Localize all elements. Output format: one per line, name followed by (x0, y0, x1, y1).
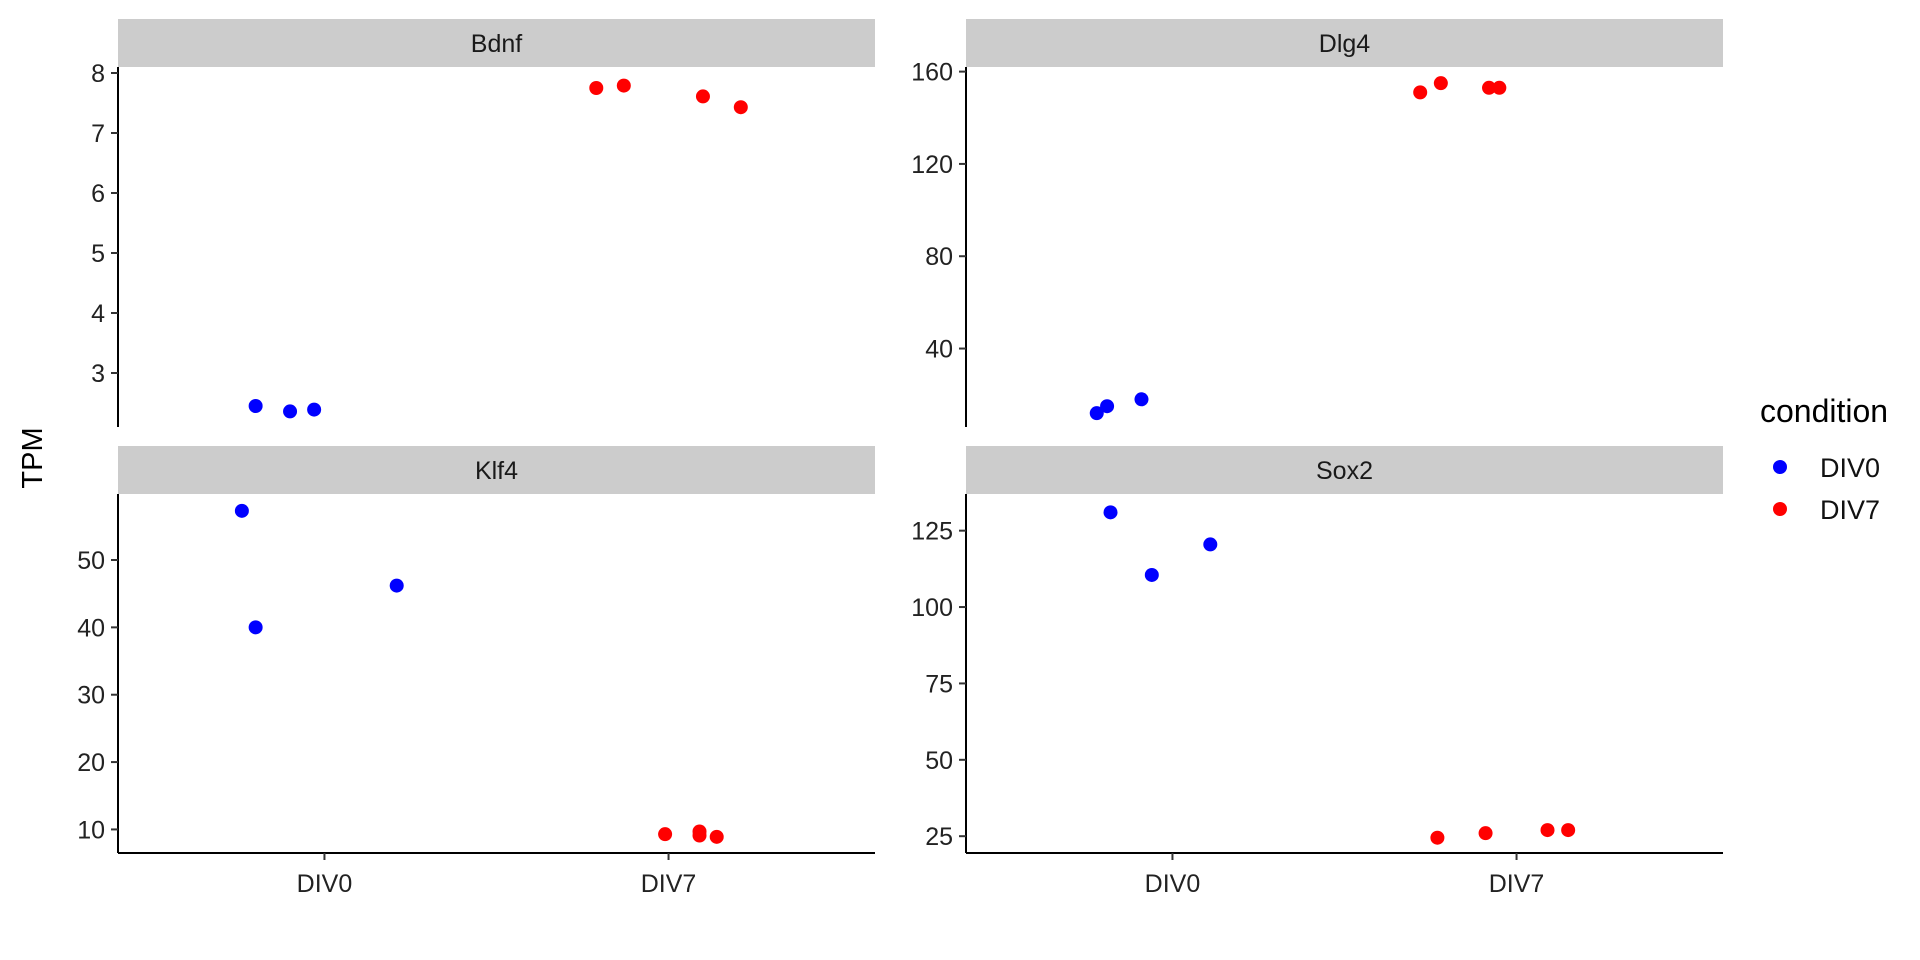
strip-background (118, 19, 875, 67)
x-tick-label: DIV0 (1145, 870, 1201, 898)
y-tick-label: 100 (911, 594, 953, 622)
data-point-div7 (589, 81, 604, 95)
y-tick-label: 80 (925, 243, 953, 271)
strip-background (118, 446, 875, 494)
y-tick-label: 7 (91, 120, 105, 148)
data-point-div7 (1540, 823, 1555, 838)
data-point-div0 (389, 578, 404, 593)
data-point-div0 (234, 503, 249, 518)
legend-title: condition (1760, 393, 1888, 429)
y-tick-label: 120 (911, 151, 953, 179)
legend-label-div7: DIV7 (1820, 495, 1880, 525)
data-point-div0 (248, 620, 263, 635)
y-tick-label: 40 (77, 614, 105, 642)
strip-background (966, 19, 1723, 67)
data-point-div7 (692, 824, 707, 839)
y-tick-label: 6 (91, 180, 105, 208)
x-tick-label: DIV0 (297, 870, 353, 898)
y-tick-label: 25 (925, 823, 953, 851)
data-point-div0 (283, 404, 298, 419)
data-point-div0 (1203, 537, 1218, 552)
y-tick-label: 50 (77, 547, 105, 575)
y-tick-label: 8 (91, 60, 105, 88)
y-tick-label: 40 (925, 336, 953, 364)
data-point-div0 (307, 402, 322, 417)
y-tick-label: 4 (91, 300, 105, 328)
data-point-div7 (658, 827, 673, 842)
y-tick-label: 75 (925, 670, 953, 698)
strip-title: Sox2 (1316, 457, 1373, 485)
panel-sox2: Sox2 25 50 75 100 125 DIV0 DIV7 (911, 446, 1723, 898)
y-tick-label: 160 (911, 59, 953, 87)
data-point-div0 (1144, 567, 1159, 582)
y-tick-label: 50 (925, 747, 953, 775)
panel-dlg4: Dlg4 40 80 120 160 (911, 19, 1723, 427)
data-point-div0 (1103, 505, 1118, 520)
y-tick-label: 30 (77, 682, 105, 710)
data-point-div7 (1482, 80, 1497, 95)
legend: condition DIV0 DIV7 (1760, 393, 1888, 525)
panels-layer: Bdnf 3 4 5 6 7 8 Dlg4 40 80 120 160 Klf4 10 20 30 40 50 DI… (77, 19, 1723, 898)
x-tick-label: DIV7 (1489, 870, 1545, 898)
panel-klf4: Klf4 10 20 30 40 50 DIV0 DIV7 (77, 446, 875, 898)
data-point-div7 (709, 829, 724, 844)
strip-background (966, 446, 1723, 494)
data-point-div7 (1561, 823, 1576, 838)
data-point-div0 (1089, 406, 1104, 421)
data-point-div7 (1433, 76, 1448, 91)
y-tick-label: 10 (77, 816, 105, 844)
legend-label-div0: DIV0 (1820, 453, 1880, 483)
data-point-div7 (616, 78, 631, 93)
data-point-div0 (1100, 399, 1115, 414)
panel-bdnf: Bdnf 3 4 5 6 7 8 (91, 19, 875, 427)
data-point-div7 (1430, 830, 1445, 845)
data-point-div7 (1413, 85, 1428, 100)
data-point-div0 (1134, 392, 1149, 407)
y-tick-label: 20 (77, 749, 105, 777)
y-tick-label: 5 (91, 240, 105, 268)
strip-title: Bdnf (471, 30, 522, 58)
data-point-div7 (1492, 80, 1507, 95)
strip-title: Klf4 (475, 457, 518, 485)
y-axis-title: TPM (17, 427, 49, 488)
data-point-div7 (695, 89, 710, 104)
legend-key-div0 (1773, 460, 1787, 474)
y-tick-label: 3 (91, 360, 105, 388)
data-point-div7 (733, 100, 748, 115)
data-point-div0 (248, 399, 263, 413)
legend-key-div7 (1773, 502, 1787, 516)
y-tick-label: 125 (911, 518, 953, 546)
strip-title: Dlg4 (1319, 30, 1371, 58)
data-point-div7 (1478, 826, 1493, 841)
x-tick-label: DIV7 (641, 870, 697, 898)
